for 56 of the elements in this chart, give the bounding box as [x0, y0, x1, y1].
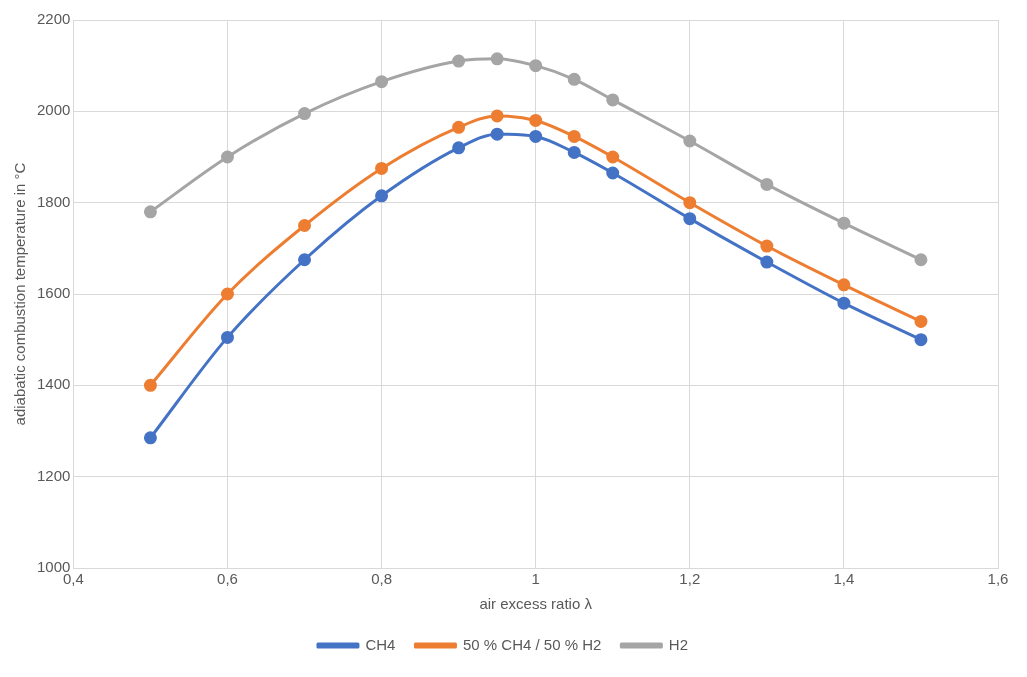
y-tick-label: 2000 — [36, 101, 71, 119]
point — [606, 166, 620, 180]
point — [375, 161, 389, 175]
point — [760, 177, 774, 191]
point — [567, 72, 581, 86]
x-tick-label: 0,6 — [217, 570, 238, 588]
point — [606, 93, 620, 107]
point — [567, 145, 581, 159]
point — [298, 107, 312, 121]
legend-label: 50 % CH4 / 50 % H2 — [462, 635, 602, 653]
y-tick-label: 1600 — [36, 284, 71, 302]
point — [490, 52, 504, 66]
point — [375, 75, 389, 89]
y-tick-label: 1200 — [36, 466, 71, 484]
point — [914, 253, 928, 267]
point — [914, 333, 928, 347]
point — [529, 129, 543, 143]
point — [760, 239, 774, 253]
point — [529, 113, 543, 127]
point — [760, 255, 774, 269]
point — [490, 127, 504, 141]
point — [143, 378, 157, 392]
point — [837, 278, 851, 292]
x-tick-label: 1 — [531, 570, 540, 588]
x-tick-label: 1,6 — [987, 570, 1009, 588]
point — [567, 129, 581, 143]
x-tick-label: 1,2 — [679, 570, 701, 588]
point — [837, 296, 851, 310]
point — [529, 59, 543, 73]
point — [490, 109, 504, 123]
point — [452, 120, 466, 134]
point — [606, 150, 620, 164]
y-tick-label: 1800 — [36, 192, 71, 210]
point — [220, 287, 234, 301]
legend-label: H2 — [668, 635, 689, 653]
point — [683, 134, 697, 148]
point — [220, 330, 234, 344]
point — [220, 150, 234, 164]
point — [683, 196, 697, 210]
point — [683, 212, 697, 226]
x-tick-label: 1,4 — [833, 570, 855, 588]
y-axis-title: adiabatic combustion temperature in °C — [11, 162, 29, 426]
y-tick-label: 2200 — [36, 10, 71, 28]
point — [837, 216, 851, 230]
point — [143, 431, 157, 445]
y-tick-label: 1400 — [36, 375, 71, 393]
point — [143, 205, 157, 219]
x-tick-label: 0,8 — [371, 570, 393, 588]
point — [914, 314, 928, 328]
point — [298, 253, 312, 267]
point — [452, 54, 466, 68]
x-axis-title: air excess ratio λ — [479, 595, 593, 613]
point — [375, 189, 389, 203]
point — [298, 219, 312, 232]
point — [452, 141, 466, 155]
legend-label: CH4 — [365, 635, 396, 653]
